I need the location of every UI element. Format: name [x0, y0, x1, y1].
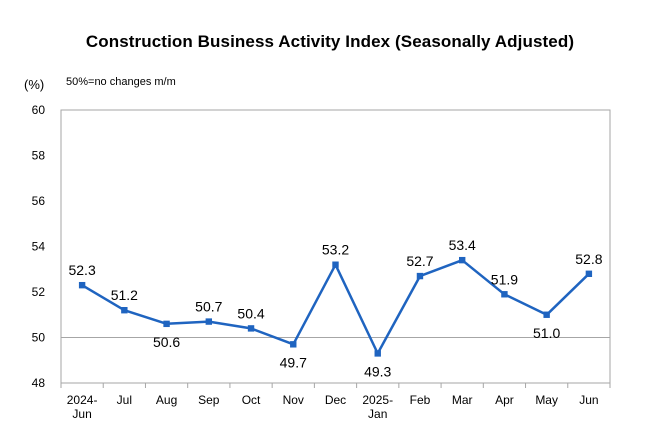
- data-point-marker: [78, 281, 86, 289]
- x-tick-label: Jul: [117, 393, 132, 407]
- data-label: 49.7: [280, 354, 307, 370]
- y-tick-label: 48: [32, 376, 46, 390]
- data-label: 49.3: [364, 363, 391, 379]
- x-tick-label: Feb: [410, 393, 431, 407]
- y-tick-label: 54: [32, 240, 46, 254]
- data-label: 53.2: [322, 242, 349, 258]
- data-label: 51.9: [491, 271, 518, 287]
- data-label: 51.2: [111, 287, 138, 303]
- y-tick-label: 50: [32, 331, 46, 345]
- data-point-marker: [416, 272, 424, 280]
- x-tick-label: Jun: [579, 393, 598, 407]
- data-point-marker: [121, 307, 128, 314]
- x-tick-label: Mar: [452, 393, 473, 407]
- x-tick-label: 2025-Jan: [362, 393, 393, 421]
- y-tick-label: 58: [32, 149, 46, 163]
- data-label: 52.7: [406, 253, 433, 269]
- data-point-marker: [543, 311, 550, 318]
- data-label: 52.8: [575, 251, 602, 267]
- data-point-marker: [290, 341, 297, 348]
- data-label: 50.4: [237, 305, 264, 321]
- data-label: 50.6: [153, 334, 180, 350]
- data-point-marker: [501, 291, 508, 298]
- y-tick-label: 52: [32, 285, 46, 299]
- chart-note: 50%=no changes m/m: [66, 76, 176, 88]
- x-tick-label: Oct: [242, 393, 261, 407]
- x-tick-label: May: [535, 393, 558, 407]
- x-tick-label: Aug: [156, 393, 177, 407]
- data-point-marker: [458, 256, 466, 264]
- y-axis-unit-label: (%): [24, 77, 45, 92]
- data-point-marker: [247, 325, 255, 332]
- x-tick-label: Sep: [198, 393, 220, 407]
- data-point-marker: [163, 320, 170, 328]
- data-point-marker: [585, 270, 593, 277]
- x-tick-label: Apr: [495, 393, 514, 407]
- data-point-marker: [374, 350, 381, 357]
- x-tick-label: Nov: [283, 393, 304, 407]
- data-label: 53.4: [449, 237, 476, 253]
- data-point-marker: [332, 261, 339, 268]
- data-point-marker: [205, 318, 213, 325]
- y-tick-label: 60: [32, 103, 46, 117]
- x-tick-label: 2024-Jun: [67, 393, 98, 421]
- y-tick-label: 56: [32, 194, 46, 208]
- x-tick-label: Dec: [325, 393, 346, 407]
- chart-title: Construction Business Activity Index (Se…: [85, 32, 575, 51]
- plot-area-frame: [60, 109, 611, 384]
- data-label: 51.0: [533, 325, 560, 341]
- data-label: 50.7: [195, 299, 222, 315]
- data-label: 52.3: [68, 262, 95, 278]
